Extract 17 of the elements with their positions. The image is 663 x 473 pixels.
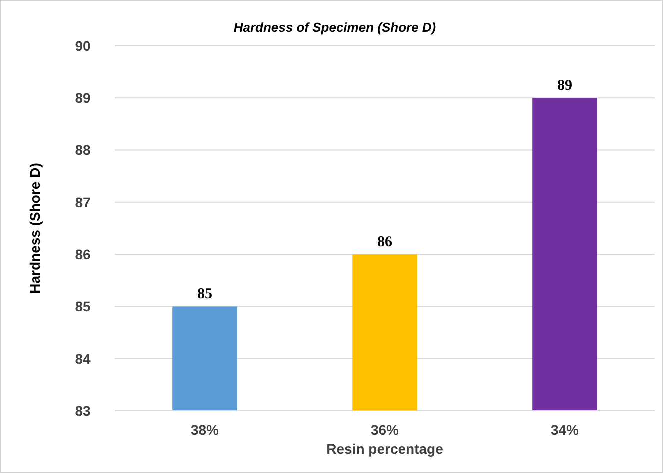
y-tick-label: 85: [75, 298, 91, 315]
y-tick-label: 89: [75, 90, 91, 106]
y-tick-label: 90: [75, 38, 91, 54]
y-axis-title: Hardness (Shore D): [27, 163, 43, 294]
y-tick-label: 83: [75, 402, 91, 419]
x-tick-label: 38%: [190, 422, 220, 438]
chart-title: Hardness of Specimen (Shore D): [234, 20, 436, 35]
y-tick-label: 87: [75, 194, 91, 210]
y-tick-label: 88: [75, 142, 91, 158]
y-tick-label: 86: [75, 246, 91, 262]
x-tick-label: 34%: [550, 422, 580, 438]
x-axis-title: Resin percentage: [326, 441, 444, 457]
data-label: 89: [558, 78, 572, 94]
data-label: 86: [378, 234, 393, 251]
x-tick-label: 36%: [370, 422, 400, 438]
data-label: 85: [198, 286, 212, 303]
y-tick-label: 84: [75, 350, 91, 367]
